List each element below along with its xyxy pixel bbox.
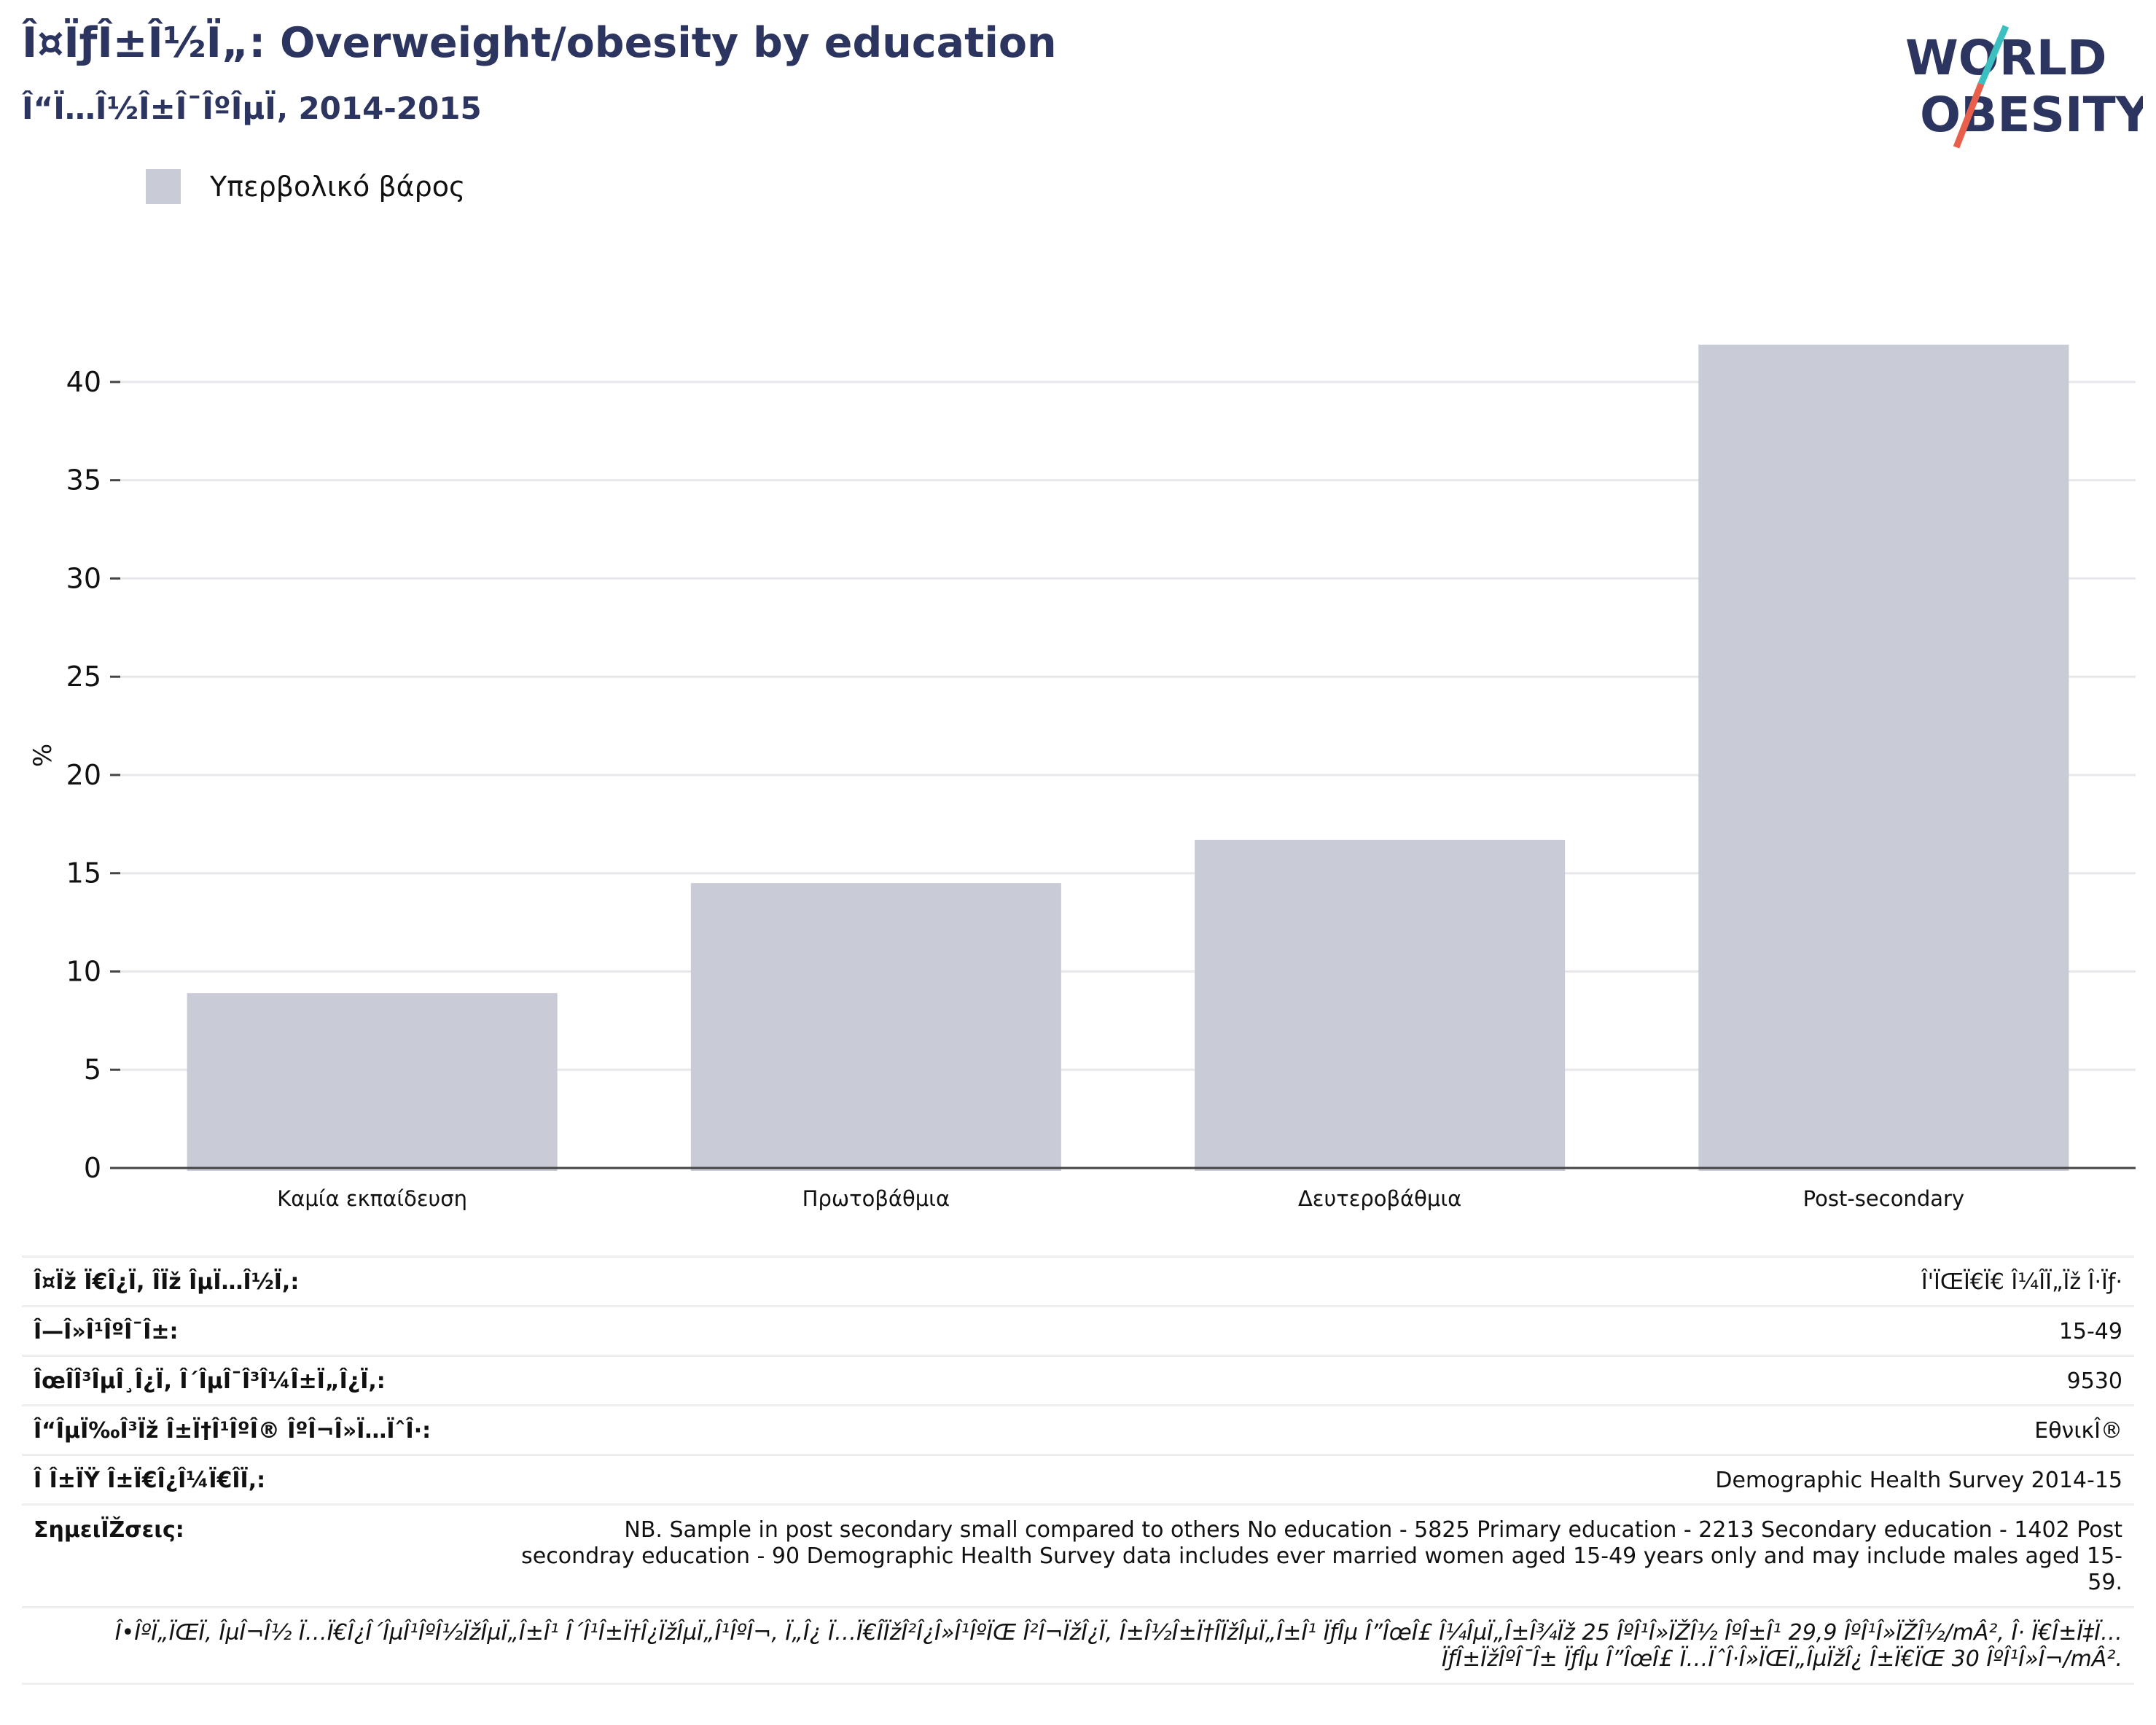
meta-row: ÎœÎ­Î³ÎµÎ¸Î¿Ï, Î´ÎµÎ¯Î³Î¼Î±Ï„Î¿Ï,: 9530 <box>22 1355 2134 1404</box>
bar <box>1698 344 2069 1171</box>
meta-value: ΕθνικÎ® <box>2034 1418 2122 1444</box>
meta-label: ÎœÎ­Î³ÎµÎ¸Î¿Ï, Î´ÎµÎ¯Î³Î¼Î±Ï„Î¿Ï,: <box>34 1368 386 1394</box>
meta-row: Î—Î»Î¹ÎºÎ¯Î±: 15-49 <box>22 1305 2134 1355</box>
bar <box>1195 839 1566 1171</box>
meta-label: Î—Î»Î¹ÎºÎ¯Î±: <box>34 1319 179 1344</box>
y-tick-label: 0 <box>84 1152 101 1184</box>
chart-title: Î¤ÏƒÎ±Î½Ï„: Overweight/obesity by educat… <box>22 19 1057 67</box>
footer-note: Î•ÎºÏ„ÏŒÏ, ÎµÎ¬Î½ Ï…Ï€Î¿Î´ÎµÎ¹ÎºÎ½ÏžÎµÏ„… <box>114 1620 2122 1672</box>
meta-value: 15-49 <box>2058 1319 2122 1344</box>
notes-label: ΣημειÏŽσεις: <box>34 1517 184 1543</box>
legend-label: Υπερβολικό βάρος <box>210 171 466 203</box>
logo-text-obesity: OBESITY <box>1920 87 2143 143</box>
x-tick-label: Post-secondary <box>1803 1186 1964 1211</box>
bar <box>690 883 1061 1171</box>
world-obesity-logo: WORLD OBESITY <box>1905 25 2143 149</box>
logo-slash-teal <box>1977 25 2009 85</box>
y-axis-label: % <box>28 744 58 767</box>
meta-row: Î Î±ÏŸ Î±Ï€Î¿Î¼Ï€ÎÏ,: Demographic Health… <box>22 1454 2134 1503</box>
y-tick-label: 35 <box>66 464 101 497</box>
footer-row: Î•ÎºÏ„ÏŒÏ, ÎµÎ¬Î½ Ï…Ï€Î¿Î´ÎµÎ¹ÎºÎ½ÏžÎµÏ„… <box>22 1606 2134 1685</box>
meta-value: Î'ÏŒÏ€Ï€ Î¼ÎÏ„Ïž Î·Ïƒ· <box>1921 1269 2122 1295</box>
bar <box>187 993 558 1171</box>
y-tick-label: 25 <box>66 661 101 693</box>
meta-label: Î Î±ÏŸ Î±Ï€Î¿Î¼Ï€ÎÏ,: <box>34 1468 266 1493</box>
y-tick-label: 30 <box>66 562 101 594</box>
metadata-table: Î¤Ïž Ï€Î¿Ï, ÎÏž ÎµÏ…Î½Ï,: Î'ÏŒÏ€Ï€ Î¼ÎÏ„… <box>22 1255 2134 1685</box>
meta-row: Î“ÎµÏ‰Î³Ïž Î±Ï†Î¹ÎºÎ® ÎºÎ¬Î»Ï…ÏˆÎ·: Εθνι… <box>22 1404 2134 1454</box>
chart-subtitle: Î“Ï…Î½Î±Î¯ÎºÎµÏ‚ 2014-2015 <box>22 90 482 126</box>
x-tick-label: Πρωτοβάθμια <box>802 1186 950 1211</box>
x-tick-label: Δευτεροβάθμια <box>1298 1186 1461 1211</box>
notes-row: ΣημειÏŽσεις: NB. Sample in post secondar… <box>22 1503 2134 1606</box>
legend-swatch <box>146 169 181 204</box>
meta-value: 9530 <box>2066 1368 2122 1394</box>
bar-chart: 0 5 10 15 20 25 30 35 40% Καμία εκπαίδευση Πρωτοβά… <box>28 344 2136 1211</box>
notes-text: NB. Sample in post secondary small compa… <box>521 1517 2122 1595</box>
logo-text-world: WORLD <box>1905 30 2107 86</box>
legend: Υπερβολικό βάρος <box>146 169 465 204</box>
y-tick-label: 10 <box>66 955 101 987</box>
logo-slash-red <box>1953 82 1985 149</box>
y-tick-label: 5 <box>84 1054 101 1086</box>
y-tick-label: 20 <box>66 759 101 791</box>
y-tick-label: 40 <box>66 366 101 398</box>
meta-label: Î“ÎµÏ‰Î³Ïž Î±Ï†Î¹ÎºÎ® ÎºÎ¬Î»Ï…ÏˆÎ·: <box>34 1418 431 1444</box>
meta-row: Î¤Ïž Ï€Î¿Ï, ÎÏž ÎµÏ…Î½Ï,: Î'ÏŒÏ€Ï€ Î¼ÎÏ„… <box>22 1255 2134 1305</box>
meta-value: Demographic Health Survey 2014-15 <box>1715 1468 2122 1493</box>
x-tick-label: Καμία εκπαίδευση <box>277 1186 467 1211</box>
meta-label: Î¤Ïž Ï€Î¿Ï, ÎÏž ÎµÏ…Î½Ï,: <box>34 1269 300 1295</box>
y-tick-label: 15 <box>66 857 101 889</box>
